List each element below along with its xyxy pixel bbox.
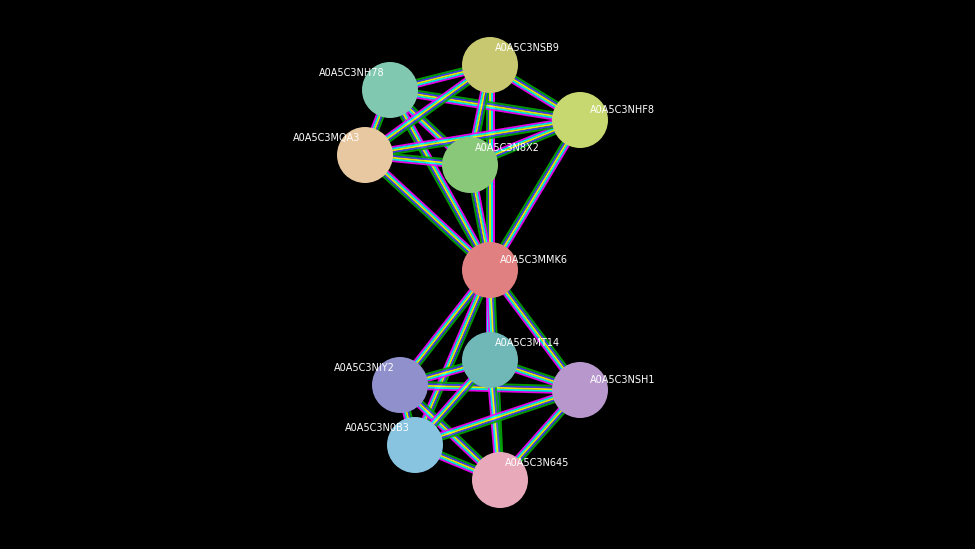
- Circle shape: [462, 242, 518, 298]
- Text: A0A5C3NH78: A0A5C3NH78: [320, 68, 385, 78]
- Text: A0A5C3N0B3: A0A5C3N0B3: [345, 423, 410, 433]
- Circle shape: [442, 137, 498, 193]
- Circle shape: [552, 362, 608, 418]
- Text: A0A5C3MMK6: A0A5C3MMK6: [500, 255, 568, 265]
- Text: A0A5C3N8X2: A0A5C3N8X2: [475, 143, 540, 153]
- Circle shape: [472, 452, 528, 508]
- Text: A0A5C3NIY2: A0A5C3NIY2: [334, 363, 395, 373]
- Circle shape: [462, 332, 518, 388]
- Circle shape: [552, 92, 608, 148]
- Circle shape: [337, 127, 393, 183]
- Circle shape: [387, 417, 443, 473]
- Text: A0A5C3N645: A0A5C3N645: [505, 458, 569, 468]
- Text: A0A5C3MQA3: A0A5C3MQA3: [292, 133, 360, 143]
- Circle shape: [362, 62, 418, 118]
- Text: A0A5C3MT14: A0A5C3MT14: [495, 338, 560, 348]
- Text: A0A5C3NSH1: A0A5C3NSH1: [590, 375, 655, 385]
- Text: A0A5C3NHF8: A0A5C3NHF8: [590, 105, 655, 115]
- Text: A0A5C3NSB9: A0A5C3NSB9: [495, 43, 560, 53]
- Circle shape: [372, 357, 428, 413]
- Circle shape: [462, 37, 518, 93]
